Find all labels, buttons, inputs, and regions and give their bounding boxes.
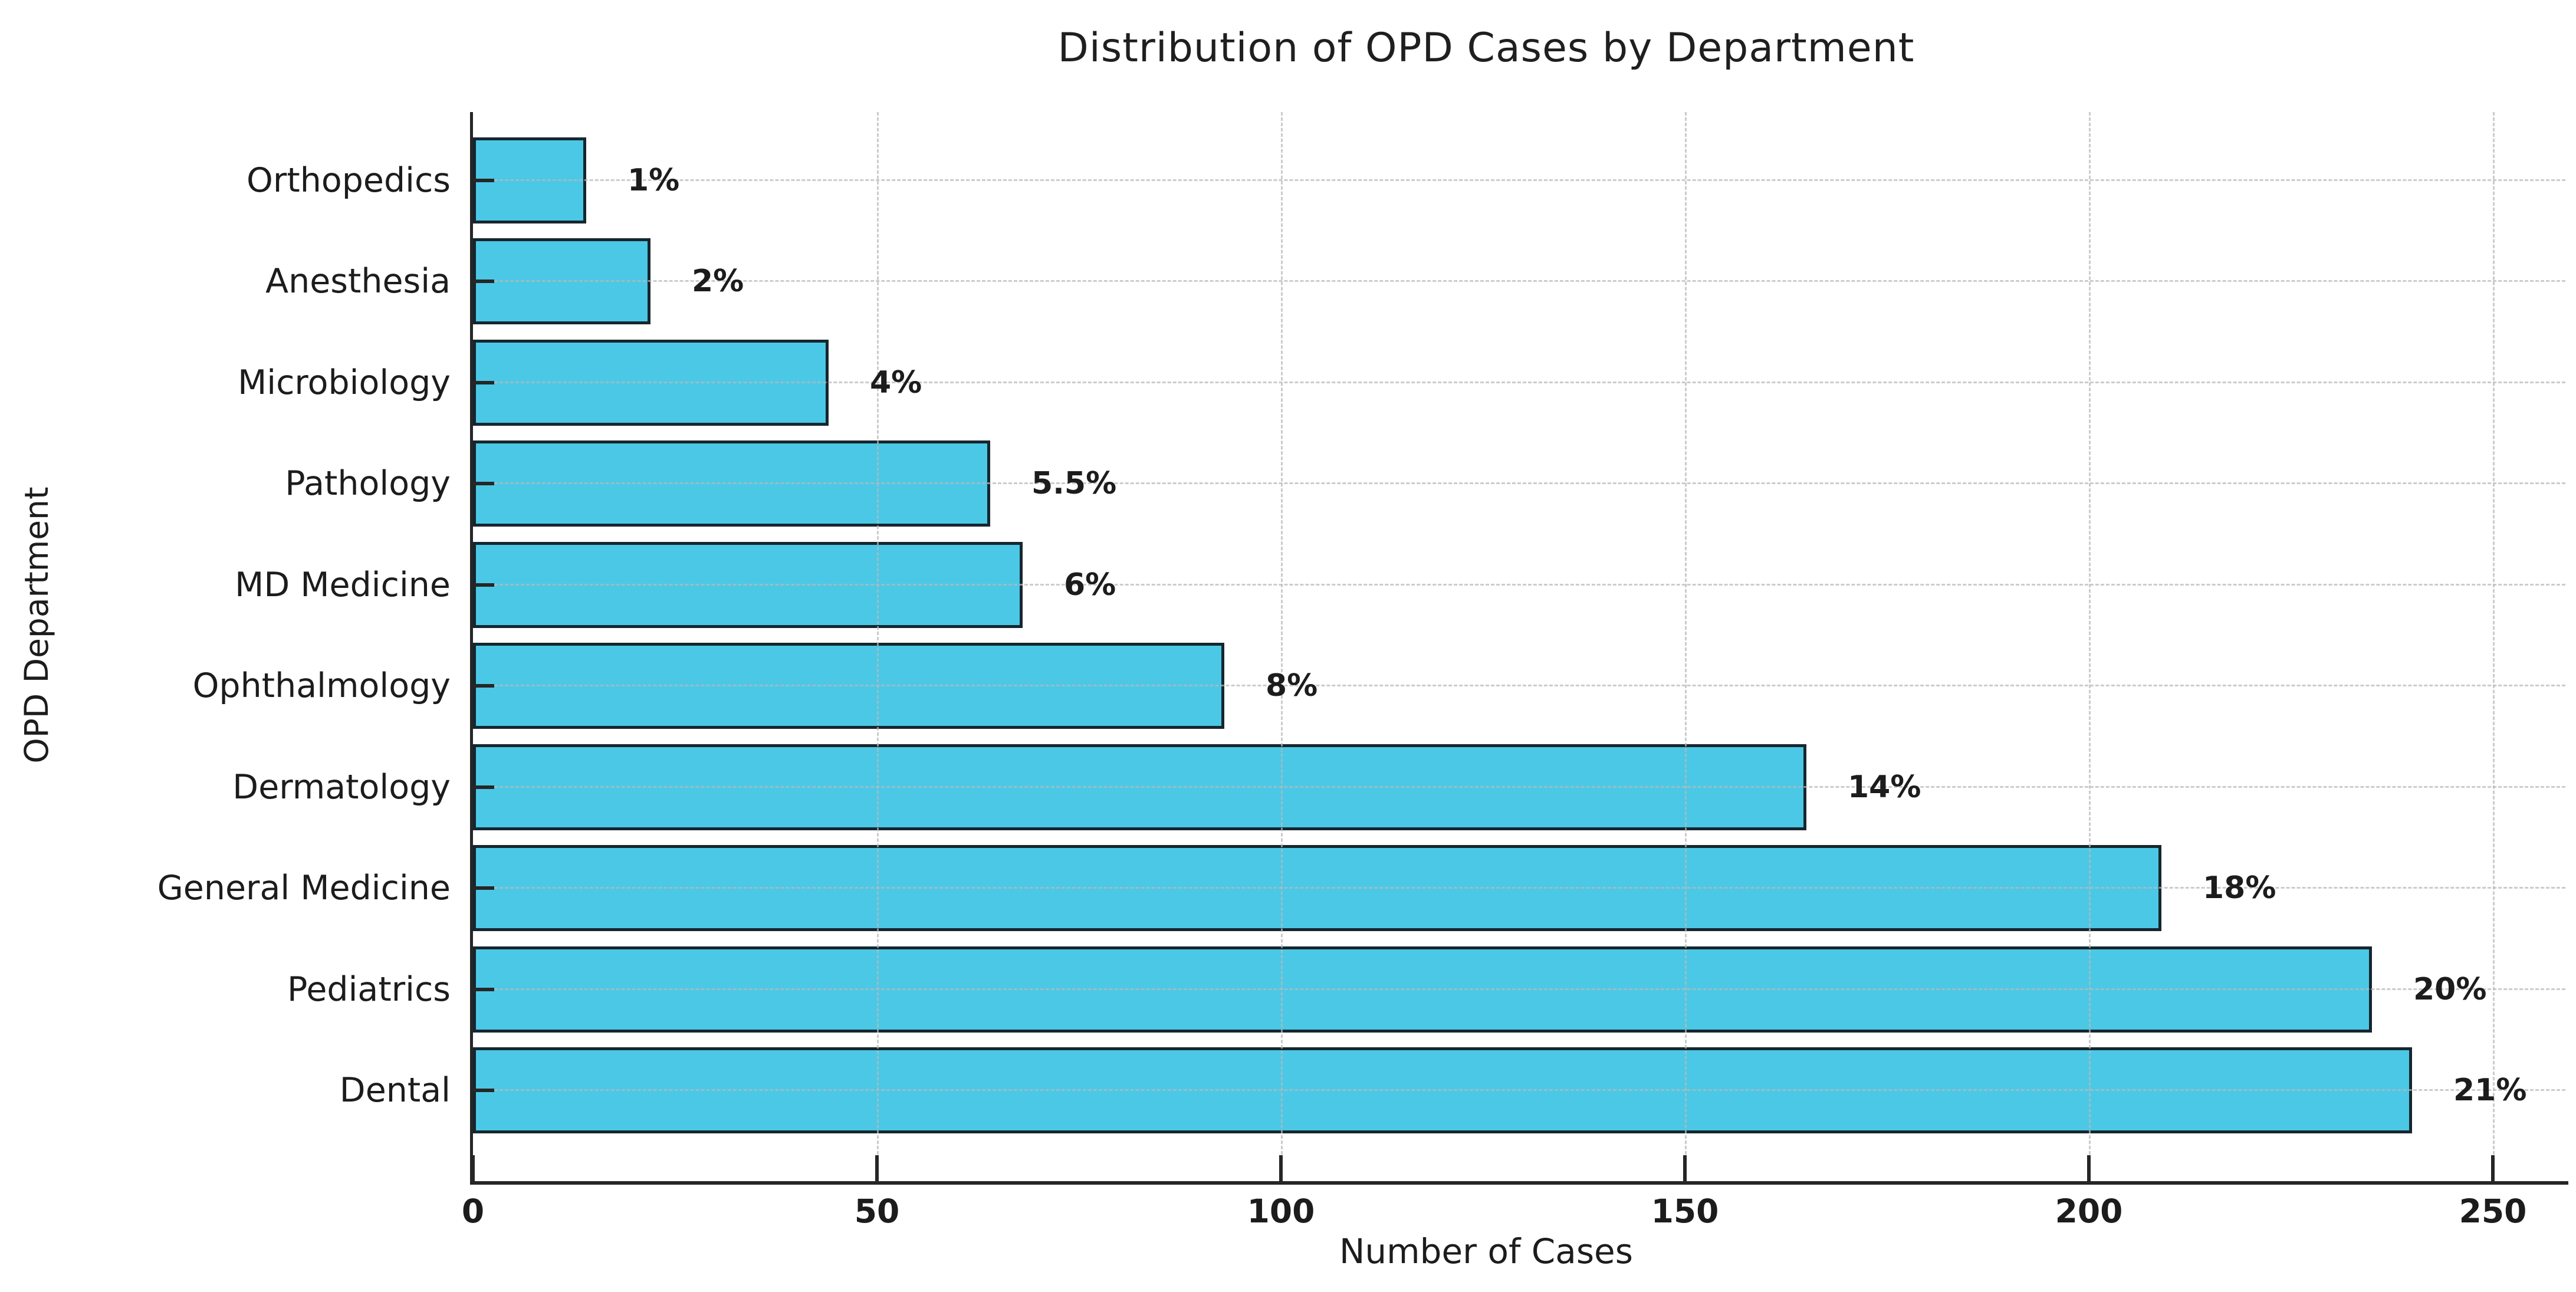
bar-value-label-anesthesia: 2% <box>692 264 744 300</box>
x-tick-200 <box>2087 1155 2091 1181</box>
y-tick-dental <box>473 1088 494 1092</box>
gridline-y-general-medicine <box>473 887 2565 889</box>
chart-title: Distribution of OPD Cases by Department <box>1057 25 1915 71</box>
x-tick-label-200: 200 <box>2055 1192 2123 1230</box>
y-tick-label-general-medicine: General Medicine <box>157 869 451 908</box>
y-tick-microbiology <box>473 380 494 384</box>
x-tick-label-250: 250 <box>2459 1192 2527 1230</box>
x-tick-label-150: 150 <box>1651 1192 1719 1230</box>
bar-value-label-general-medicine: 18% <box>2203 870 2276 906</box>
gridline-x-250 <box>2493 112 2495 1181</box>
y-tick-general-medicine <box>473 886 494 890</box>
y-tick-label-dermatology: Dermatology <box>232 767 451 807</box>
x-tick-150 <box>1683 1155 1687 1181</box>
gridline-x-50 <box>877 112 879 1181</box>
y-tick-label-md-medicine: MD Medicine <box>235 565 451 604</box>
x-tick-0 <box>471 1155 475 1181</box>
y-tick-orthopedics <box>473 179 494 182</box>
x-tick-50 <box>875 1155 879 1181</box>
gridline-y-dental <box>473 1089 2565 1091</box>
gridline-x-150 <box>1685 112 1687 1181</box>
y-tick-anesthesia <box>473 280 494 284</box>
x-tick-label-100: 100 <box>1247 1192 1315 1230</box>
x-tick-100 <box>1279 1155 1283 1181</box>
gridline-y-anesthesia <box>473 280 2565 282</box>
x-tick-250 <box>2491 1155 2495 1181</box>
y-axis-spine <box>470 112 473 1185</box>
y-tick-label-orthopedics: Orthopedics <box>247 161 451 200</box>
bar-value-label-pediatrics: 20% <box>2413 971 2487 1007</box>
y-tick-label-dental: Dental <box>339 1070 451 1110</box>
bar-value-label-dermatology: 14% <box>1848 769 1921 805</box>
x-tick-label-0: 0 <box>461 1192 485 1230</box>
bar-value-label-pathology: 5.5% <box>1031 466 1117 502</box>
bar-value-label-md-medicine: 6% <box>1064 567 1116 603</box>
gridline-x-200 <box>2089 112 2091 1181</box>
y-tick-label-microbiology: Microbiology <box>238 363 451 402</box>
bar-value-label-ophthalmology: 8% <box>1266 668 1318 704</box>
gridline-y-orthopedics <box>473 179 2565 181</box>
y-tick-ophthalmology <box>473 684 494 688</box>
bar-value-label-dental: 21% <box>2453 1072 2527 1108</box>
x-axis-spine <box>470 1181 2568 1185</box>
y-tick-label-pediatrics: Pediatrics <box>287 969 451 1009</box>
gridline-x-100 <box>1281 112 1283 1181</box>
y-tick-pediatrics <box>473 987 494 991</box>
gridline-y-dermatology <box>473 785 2565 788</box>
y-tick-md-medicine <box>473 583 494 587</box>
y-tick-label-ophthalmology: Ophthalmology <box>192 666 451 706</box>
bar-value-label-orthopedics: 1% <box>627 163 680 198</box>
gridline-y-md-medicine <box>473 583 2565 586</box>
x-axis-label: Number of Cases <box>1339 1231 1633 1271</box>
gridline-y-microbiology <box>473 381 2565 383</box>
y-tick-pathology <box>473 482 494 486</box>
gridline-y-pediatrics <box>473 988 2565 990</box>
gridline-y-ophthalmology <box>473 685 2565 687</box>
y-tick-dermatology <box>473 785 494 789</box>
x-tick-label-50: 50 <box>854 1192 900 1230</box>
gridline-y-pathology <box>473 482 2565 485</box>
y-tick-label-anesthesia: Anesthesia <box>265 262 451 301</box>
bar-value-label-microbiology: 4% <box>870 364 922 400</box>
y-tick-label-pathology: Pathology <box>285 464 451 504</box>
